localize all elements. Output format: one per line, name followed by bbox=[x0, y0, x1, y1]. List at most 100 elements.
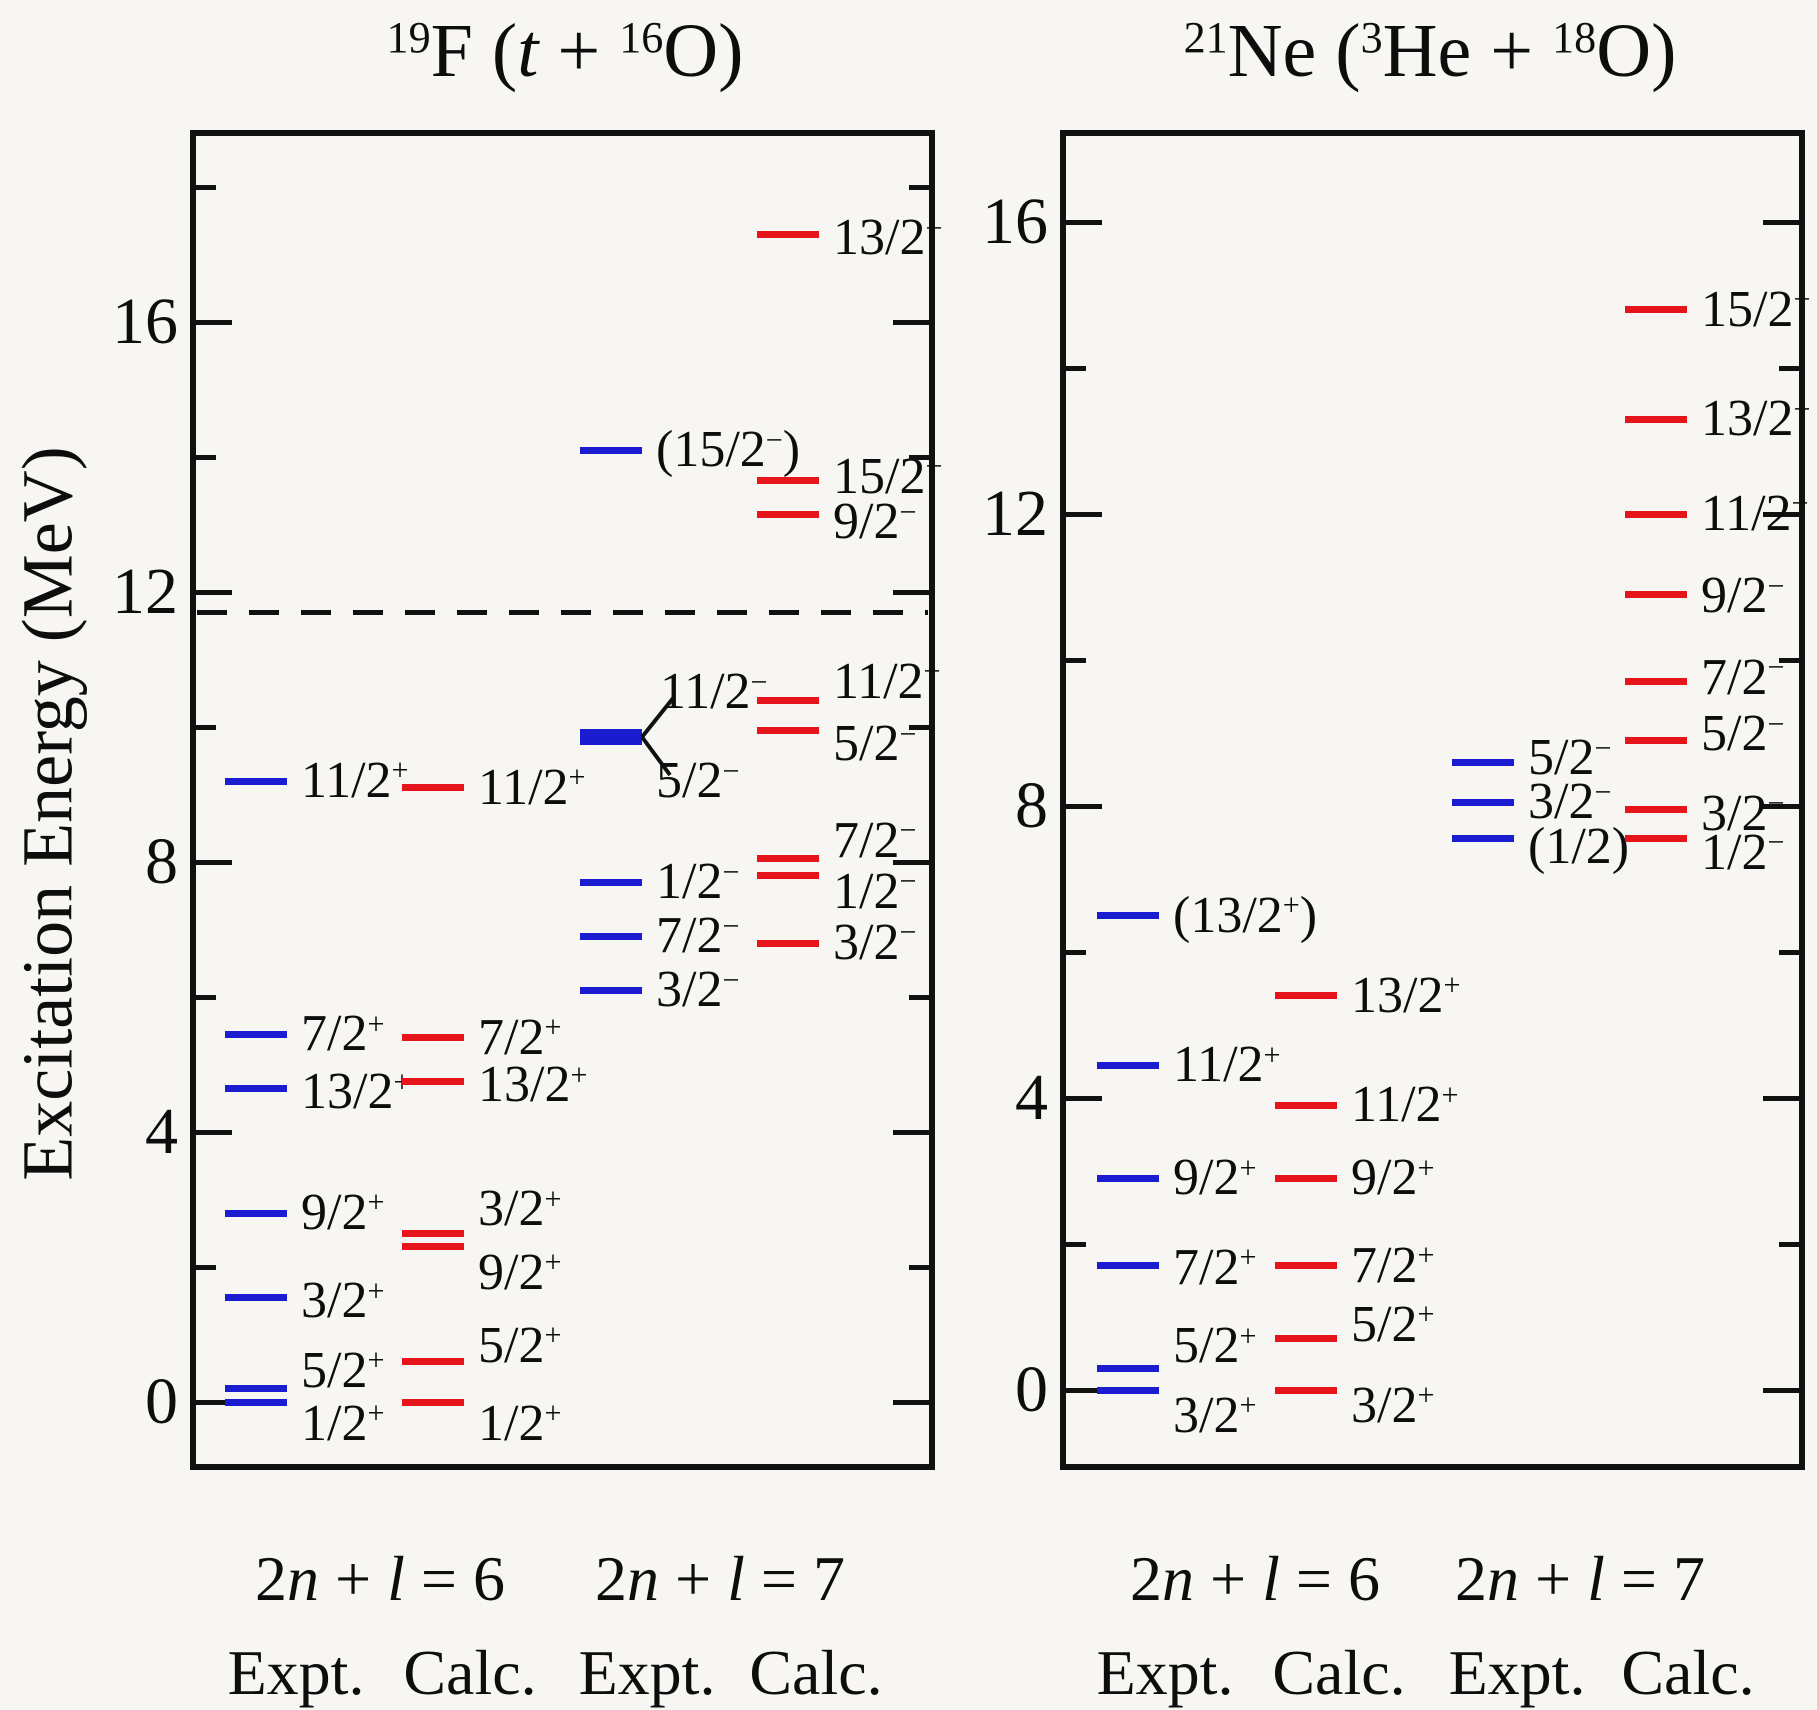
parity-superscript: + bbox=[367, 1273, 385, 1308]
level-label: 7/2− bbox=[833, 814, 916, 867]
level-label: 15/2− bbox=[833, 449, 943, 503]
parity-superscript: − bbox=[925, 449, 943, 484]
spin-text: 7/2 bbox=[656, 907, 723, 965]
level-line bbox=[1275, 1262, 1337, 1270]
text-part: = 7 bbox=[744, 1543, 845, 1614]
parity-superscript: − bbox=[1793, 391, 1811, 426]
spin-text: 11/2 bbox=[1351, 1076, 1442, 1134]
y-axis-title: Excitation Energy (MeV) bbox=[7, 446, 88, 1181]
minor-tick bbox=[196, 1264, 216, 1270]
level-line bbox=[580, 446, 642, 454]
spin-text: 1/2 bbox=[1701, 823, 1768, 881]
level-line bbox=[225, 1385, 287, 1392]
parity-superscript: − bbox=[750, 664, 768, 699]
ytick-label: 16 bbox=[982, 185, 1048, 258]
minor-tick bbox=[1066, 365, 1086, 371]
spin-text: 7/2 bbox=[1173, 1238, 1240, 1296]
spin-text: 11/2 bbox=[1173, 1036, 1264, 1094]
level-label: 9/2− bbox=[1701, 570, 1784, 622]
level-line bbox=[1275, 1335, 1337, 1343]
level-label: 5/2− bbox=[1528, 732, 1611, 784]
text-part: l bbox=[1262, 1543, 1280, 1614]
parity-superscript: + bbox=[1417, 1150, 1435, 1185]
parity-superscript: + bbox=[544, 1317, 562, 1352]
level-label: 11/2− bbox=[660, 666, 768, 718]
parity-superscript: + bbox=[544, 1009, 562, 1044]
level-line bbox=[402, 1034, 464, 1041]
spin-text: 13/2 bbox=[478, 1056, 571, 1114]
major-tick bbox=[1066, 1387, 1102, 1393]
spin-text: 5/2 bbox=[1528, 729, 1595, 787]
level-label: 3/2+ bbox=[301, 1275, 384, 1327]
level-line bbox=[1275, 1101, 1337, 1109]
parity-superscript: + bbox=[1417, 1238, 1435, 1273]
text-part: O) bbox=[1596, 9, 1677, 93]
parity-superscript: + bbox=[1441, 1077, 1459, 1112]
level-line bbox=[1097, 1262, 1159, 1270]
spin-text: 7/2 bbox=[478, 1008, 545, 1066]
spin-text: 5/2 bbox=[301, 1341, 368, 1399]
level-line bbox=[1275, 1174, 1337, 1182]
text-part: 2 bbox=[1455, 1543, 1488, 1614]
level-label: 3/2− bbox=[656, 964, 739, 1016]
parity-superscript: − bbox=[1594, 774, 1612, 809]
spin-text: 3/2 bbox=[1701, 784, 1768, 842]
level-line bbox=[1625, 510, 1687, 518]
minor-tick bbox=[909, 184, 929, 190]
parity-superscript: − bbox=[1767, 786, 1785, 821]
spin-text: 13/2 bbox=[301, 1063, 394, 1121]
level-label: 15/2− bbox=[1701, 283, 1810, 336]
text-part: = 7 bbox=[1604, 1543, 1705, 1614]
level-label: 5/2+ bbox=[478, 1317, 562, 1372]
level-line bbox=[1275, 992, 1337, 1000]
level-label: 3/2− bbox=[833, 917, 916, 969]
parity-superscript: + bbox=[1239, 1240, 1257, 1275]
level-line bbox=[757, 939, 819, 947]
dashed-separator bbox=[197, 609, 928, 615]
parity-superscript: + bbox=[367, 1396, 385, 1431]
text-part: + bbox=[319, 1543, 388, 1614]
level-line bbox=[580, 878, 642, 886]
major-tick bbox=[1763, 219, 1799, 225]
level-label: 9/2+ bbox=[478, 1246, 561, 1299]
level-label: 7/2− bbox=[1701, 651, 1784, 704]
parity-superscript: − bbox=[925, 210, 943, 245]
parity-superscript: − bbox=[1767, 825, 1785, 860]
spin-text: 11/2 bbox=[833, 653, 924, 710]
major-tick bbox=[893, 859, 929, 865]
parity-superscript: − bbox=[923, 654, 941, 689]
level-label: 11/2+ bbox=[301, 755, 409, 807]
level-label: 11/2− bbox=[833, 656, 941, 708]
parity-superscript: − bbox=[1791, 486, 1809, 521]
parity-superscript: + bbox=[568, 760, 586, 795]
minor-tick bbox=[196, 184, 216, 190]
text-part: n bbox=[1487, 1543, 1520, 1614]
parity-superscript: + bbox=[1443, 968, 1461, 1003]
text-part: l bbox=[1587, 1543, 1605, 1614]
group-label: 2n + l = 6 bbox=[1130, 1542, 1380, 1616]
level-line bbox=[757, 696, 819, 704]
minor-tick bbox=[1066, 1241, 1086, 1247]
level-line bbox=[402, 1398, 464, 1406]
parity-superscript: − bbox=[765, 422, 783, 457]
panel-title-left: 19F (t + 16O) bbox=[387, 8, 744, 95]
level-line bbox=[1625, 590, 1687, 598]
spin-text: 3/2 bbox=[478, 1180, 545, 1238]
level-line bbox=[1625, 806, 1687, 814]
text-part: = 6 bbox=[1279, 1543, 1380, 1614]
minor-tick bbox=[1779, 365, 1799, 371]
ytick-label: 8 bbox=[145, 825, 178, 898]
panel-right bbox=[1060, 130, 1805, 1470]
spin-text: 3/2 bbox=[833, 914, 900, 971]
level-line bbox=[402, 1243, 464, 1251]
parity-superscript: − bbox=[899, 494, 917, 529]
ytick-label: 0 bbox=[1015, 1353, 1048, 1426]
parity-superscript: − bbox=[1594, 730, 1612, 765]
spin-text: 1/2 bbox=[301, 1395, 368, 1452]
major-tick bbox=[1066, 803, 1102, 809]
level-label: 7/2+ bbox=[478, 1008, 562, 1066]
level-label: 9/2+ bbox=[301, 1187, 384, 1239]
level-line bbox=[225, 1398, 287, 1406]
level-label: 1/2− bbox=[656, 856, 739, 908]
parity-superscript: + bbox=[1263, 1037, 1281, 1072]
